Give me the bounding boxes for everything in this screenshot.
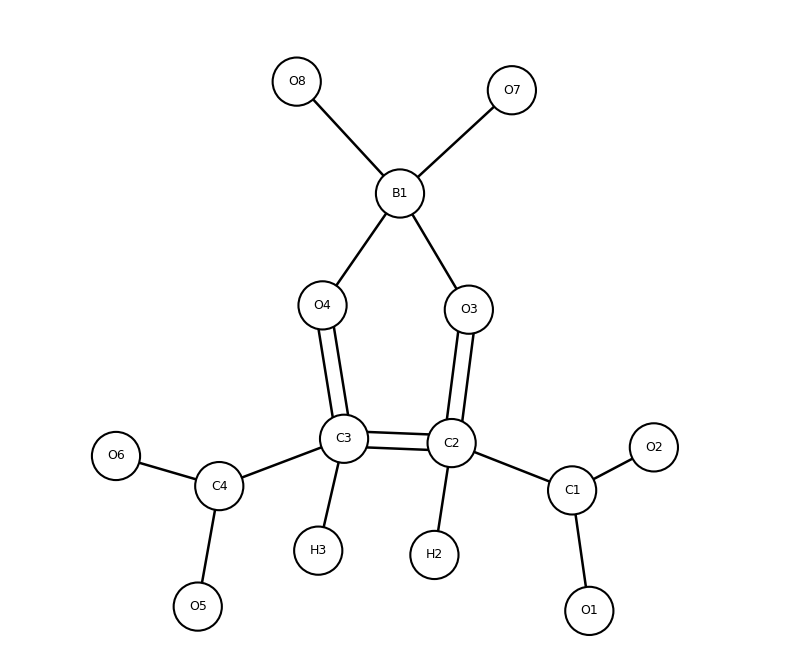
Text: H2: H2	[426, 548, 443, 562]
Circle shape	[320, 415, 368, 463]
Text: C3: C3	[336, 432, 352, 446]
Circle shape	[630, 423, 678, 472]
Text: O2: O2	[645, 441, 662, 454]
Text: O6: O6	[107, 450, 125, 462]
Circle shape	[376, 169, 424, 217]
Text: O3: O3	[460, 303, 478, 316]
Text: O7: O7	[503, 84, 521, 97]
Circle shape	[195, 462, 243, 510]
Circle shape	[273, 58, 321, 106]
Circle shape	[445, 286, 493, 333]
Circle shape	[548, 466, 596, 515]
Circle shape	[294, 527, 342, 575]
Circle shape	[410, 531, 458, 579]
Text: H3: H3	[310, 544, 327, 557]
Text: O4: O4	[314, 299, 331, 312]
Text: O5: O5	[189, 600, 206, 613]
Circle shape	[427, 419, 476, 467]
Text: B1: B1	[392, 187, 408, 200]
Text: C4: C4	[211, 480, 227, 493]
Text: C1: C1	[564, 484, 581, 497]
Text: O1: O1	[581, 605, 598, 617]
Circle shape	[174, 582, 222, 631]
Circle shape	[92, 432, 140, 480]
Circle shape	[488, 66, 536, 114]
Circle shape	[298, 281, 346, 329]
Circle shape	[566, 587, 614, 635]
Text: C2: C2	[443, 437, 460, 450]
Text: O8: O8	[288, 75, 306, 88]
